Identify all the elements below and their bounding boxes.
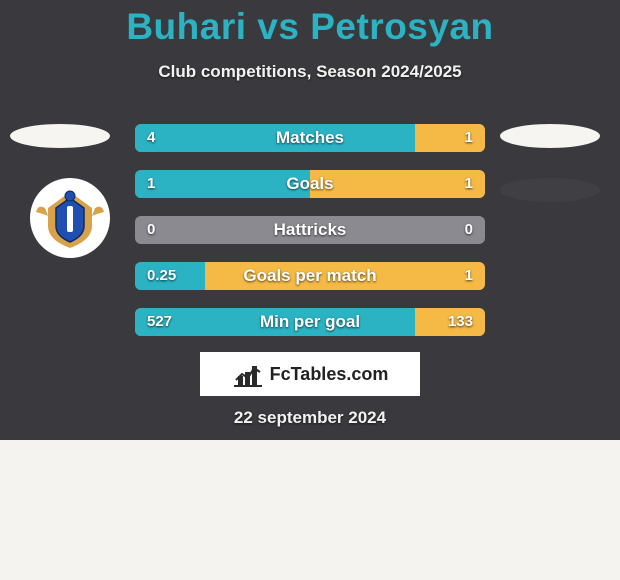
stat-label: Goals per match	[135, 262, 485, 290]
stat-row: 527133Min per goal	[135, 308, 485, 336]
stat-label: Matches	[135, 124, 485, 152]
stat-row: 00Hattricks	[135, 216, 485, 244]
stat-label: Hattricks	[135, 216, 485, 244]
date-text: 22 september 2024	[0, 408, 620, 428]
subtitle: Club competitions, Season 2024/2025	[0, 62, 620, 82]
stat-row: 41Matches	[135, 124, 485, 152]
decorative-oval	[500, 178, 600, 202]
title-vs: vs	[257, 6, 299, 47]
stat-row: 11Goals	[135, 170, 485, 198]
club-crest	[30, 178, 110, 258]
stat-label: Min per goal	[135, 308, 485, 336]
brand-chart-icon	[232, 360, 264, 388]
decorative-oval	[10, 124, 110, 148]
crest-icon	[30, 178, 110, 258]
brand-badge: FcTables.com	[200, 352, 420, 396]
stats-bars: 41Matches 11Goals 00Hattricks 0.251Goals pe…	[135, 124, 485, 354]
decorative-oval	[500, 124, 600, 148]
title-player-left: Buhari	[126, 6, 246, 47]
title-player-right: Petrosyan	[310, 6, 493, 47]
background-light	[0, 440, 620, 580]
page-title: Buhari vs Petrosyan	[0, 6, 620, 48]
stat-label: Goals	[135, 170, 485, 198]
stat-row: 0.251Goals per match	[135, 262, 485, 290]
brand-text: FcTables.com	[270, 364, 389, 385]
